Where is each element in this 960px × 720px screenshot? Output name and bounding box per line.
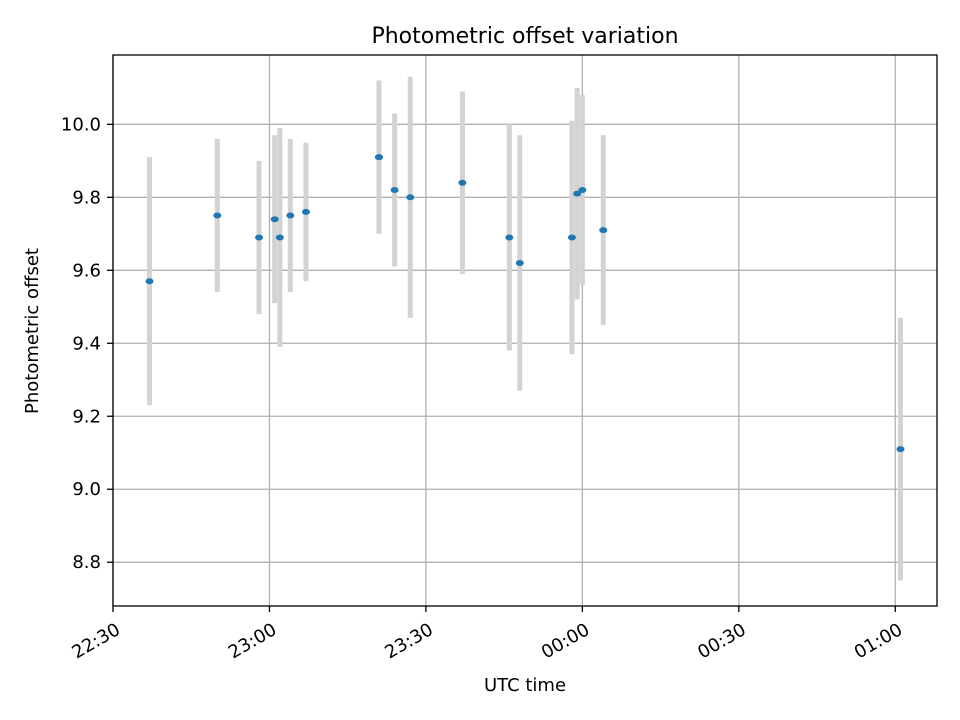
data-point [275,234,284,241]
data-point [301,208,310,215]
y-tick-label: 10.0 [61,114,101,135]
y-tick-label: 9.4 [72,333,101,354]
data-point [458,179,467,186]
data-point [145,278,154,285]
data-point [578,187,587,194]
data-point [896,446,905,453]
data-point [374,154,383,161]
data-point [255,234,264,241]
y-tick-label: 9.2 [72,406,101,427]
data-point [573,190,582,197]
y-axis-ticks: 8.8 9.0 9.2 9.4 9.6 9.8 10.0 [61,114,113,573]
plot-frame [112,54,938,607]
data-point [270,216,279,223]
data-point [515,259,524,266]
chart-title: Photometric offset variation [371,24,678,49]
data-point [286,212,295,219]
y-tick-label: 8.8 [72,552,101,573]
data-point [567,234,576,241]
data-point [505,234,514,241]
data-point [599,227,608,234]
y-tick-label: 9.8 [72,187,101,208]
grid-lines [112,55,937,606]
data-point [406,194,415,201]
x-axis-label: UTC time [484,675,566,696]
y-tick-label: 9.6 [72,260,101,281]
y-tick-label: 9.0 [72,479,101,500]
data-point [390,187,399,194]
data-point [213,212,222,219]
data-points [145,154,905,453]
y-axis-label: Photometric offset [22,248,43,414]
